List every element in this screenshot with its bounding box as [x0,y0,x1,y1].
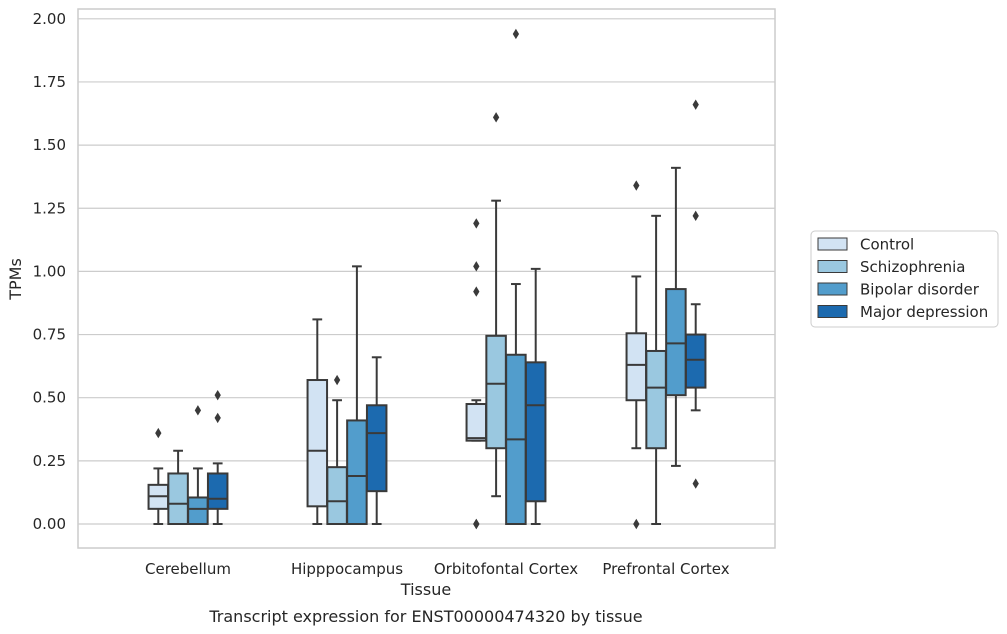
box [524,361,547,503]
box [625,332,648,402]
box [684,333,707,389]
x-tick-label: Prefrontal Cortex [602,560,729,578]
x-axis-title: Tissue [400,580,451,599]
y-tick-label: 2.00 [33,10,66,28]
box [485,334,507,450]
x-tick-label: Hipppocampus [291,560,403,578]
box [665,288,687,397]
outlier-point [692,478,699,489]
outlier-point [214,389,221,401]
legend-swatch [817,260,848,273]
legend-label: Major depression [860,303,988,321]
outlier-point [473,218,480,229]
legend-swatch [817,282,848,296]
x-tick-label: Cerebellum [145,560,231,578]
y-tick-label: 1.00 [33,262,66,280]
box [346,419,368,525]
box [465,403,488,442]
y-axis-title: TPMs [6,258,25,301]
y-tick-label: 1.75 [33,73,66,91]
plot-frame [77,8,776,549]
box [645,349,667,450]
box [167,472,189,526]
y-tick-label: 1.50 [33,136,66,154]
box [365,404,388,493]
outlier-point [473,518,480,530]
outlier-point [333,374,341,386]
outlier-point [512,28,520,40]
outlier-point [155,427,162,439]
y-tick-label: 0.75 [33,326,66,344]
y-tick-label: 0.25 [33,452,66,470]
legend-label: Schizophrenia [860,258,965,276]
outlier-point [692,99,699,110]
box [206,472,229,510]
x-tick-label: Orbitofontal Cortex [434,560,578,578]
box [306,379,329,508]
y-axis-ticks: 0.00 0.25 0.50 0.75 1.00 1.25 1.50 1.75 2.00 [33,10,66,533]
outlier-point [633,180,640,191]
y-tick-label: 0.00 [33,515,66,533]
legend-frame [810,230,999,328]
box [326,466,348,526]
plot-boxes [147,28,707,530]
outlier-point [473,261,480,272]
legend-swatch [817,237,848,251]
legend-label: Control [860,236,914,254]
box [187,496,209,525]
outlier-point [633,518,640,530]
y-tick-label: 1.25 [33,199,66,217]
legend-label: Bipolar disorder [860,281,980,299]
y-tick-label: 0.50 [33,389,66,407]
outlier-point [194,405,202,416]
chart-title: Transcript expression for ENST0000047432… [208,607,642,626]
legend-swatch [817,305,848,318]
outlier-point [473,286,480,297]
outlier-point [214,412,221,424]
legend: Control Schizophrenia Bipolar disorder Majo… [810,230,999,328]
outlier-point [492,112,500,123]
outlier-point [692,210,699,222]
x-axis-ticks: Cerebellum Hipppocampus Orbitofontal Corte… [145,560,730,578]
